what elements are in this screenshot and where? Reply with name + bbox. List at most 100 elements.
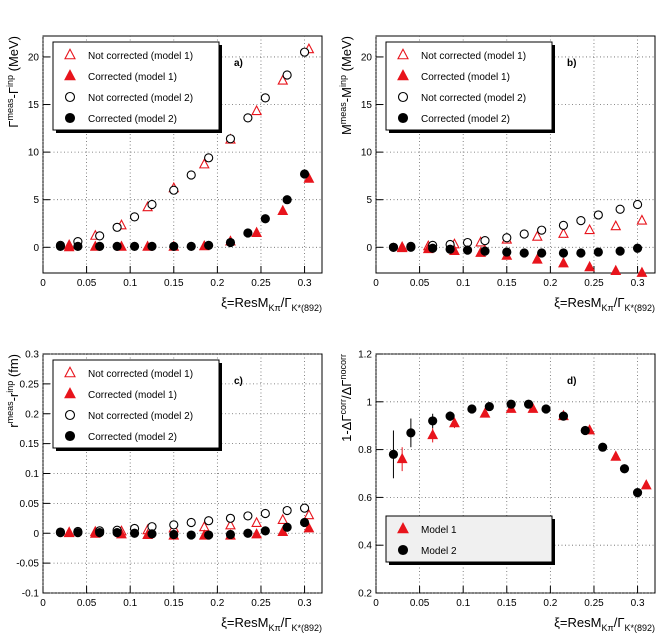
label-part: /ΔΓ (339, 380, 354, 399)
panel-label: b) (567, 58, 576, 69)
y-tick-label: 1.2 (358, 350, 372, 361)
data-point (558, 248, 569, 258)
data-point (129, 528, 140, 538)
plot-area (55, 503, 315, 540)
legend-marker (397, 522, 409, 534)
y-tick-label: 0.15 (20, 439, 40, 450)
data-point (502, 233, 512, 243)
data-point (129, 241, 140, 251)
x-tick-label: 0.3 (298, 598, 312, 609)
data-point (260, 526, 270, 536)
data-point (225, 134, 236, 144)
y-tick-label: 0.4 (358, 541, 372, 552)
data-point (169, 185, 179, 195)
data-point (558, 257, 569, 268)
label-part: (fm) (6, 354, 21, 381)
data-point (519, 229, 529, 239)
data-point (225, 237, 236, 248)
x-tick-label: 0.2 (210, 278, 224, 289)
data-point (299, 517, 310, 528)
data-point (251, 104, 263, 116)
data-point (169, 520, 179, 530)
data-point (299, 47, 310, 57)
x-tick-label: 0.2 (210, 598, 224, 609)
data-point (303, 508, 315, 520)
y-tick-label: 0 (366, 243, 372, 254)
data-point (480, 246, 490, 256)
data-point (580, 425, 590, 436)
label-part: meas (5, 401, 15, 424)
x-tick-label: 0.15 (497, 598, 517, 609)
y-tick-label: -0.05 (16, 559, 39, 570)
data-point (147, 529, 157, 539)
data-point (480, 236, 490, 246)
data-point (396, 241, 408, 253)
data-point (636, 266, 648, 277)
data-point (636, 214, 648, 225)
data-point (406, 242, 416, 252)
data-point (531, 230, 543, 241)
x-tick-label: 0.1 (123, 278, 137, 289)
y-tick-label: 0.1 (25, 469, 39, 480)
data-point (95, 231, 105, 241)
label-part: Γ (6, 121, 21, 128)
data-point (55, 241, 66, 251)
y-tick-label: 0.3 (25, 350, 39, 361)
label-part: Kπ (601, 303, 613, 313)
data-point (198, 158, 210, 169)
label-part: inp (338, 75, 348, 87)
x-tick-label: 0.05 (77, 278, 97, 289)
legend (52, 41, 220, 131)
x-axis-label: ξ=ResMKπ/ΓK*(892) (554, 295, 655, 313)
data-point (479, 407, 491, 418)
data-point (462, 237, 473, 248)
legend (385, 41, 553, 131)
x-tick-label: 0.2 (543, 598, 557, 609)
legend-marker (64, 48, 76, 60)
data-point (147, 241, 157, 251)
data-point (260, 93, 270, 103)
legend-label: Not corrected (model 1) (421, 51, 526, 62)
label-part: meas (338, 102, 348, 125)
data-point (632, 488, 643, 498)
data-point (243, 528, 253, 538)
legend-marker (64, 91, 76, 103)
x-axis-label: ξ=ResMKπ/ΓK*(892) (554, 615, 655, 633)
data-point (260, 214, 270, 224)
data-point (610, 220, 622, 231)
y-tick-label: 0.05 (20, 499, 40, 510)
data-point (484, 401, 494, 412)
data-point (299, 503, 310, 513)
x-tick-label: 0.05 (77, 598, 97, 609)
data-point (584, 223, 596, 235)
label-part: (MeV) (339, 36, 354, 75)
legend-marker (397, 112, 409, 124)
y-tick-label: -0.1 (22, 589, 40, 600)
x-tick-label: 0.15 (164, 598, 184, 609)
legend (385, 515, 553, 563)
data-point (169, 529, 179, 540)
data-point (112, 222, 122, 232)
data-point (502, 247, 512, 257)
legend-label: Model 2 (421, 546, 457, 557)
label-part: /Γ (614, 295, 625, 310)
data-point (204, 153, 214, 163)
data-point (129, 212, 140, 222)
label-part: 1-ΔΓ (339, 414, 354, 441)
data-point (186, 241, 196, 251)
data-point (541, 404, 551, 414)
legend-label: Not corrected (model 2) (88, 411, 193, 422)
label-part: /Γ (281, 295, 292, 310)
x-tick-label: 0.25 (584, 598, 604, 609)
legend-label: Not corrected (model 2) (421, 93, 526, 104)
label-part: K*(892) (291, 303, 322, 313)
data-point (251, 226, 263, 237)
data-point (204, 240, 214, 250)
x-tick-label: 0 (40, 598, 46, 609)
label-part: corr (338, 399, 348, 415)
data-point (593, 210, 603, 220)
legend-label: Not corrected (model 2) (88, 93, 193, 104)
data-point (204, 516, 214, 526)
x-tick-label: 0.2 (543, 278, 557, 289)
